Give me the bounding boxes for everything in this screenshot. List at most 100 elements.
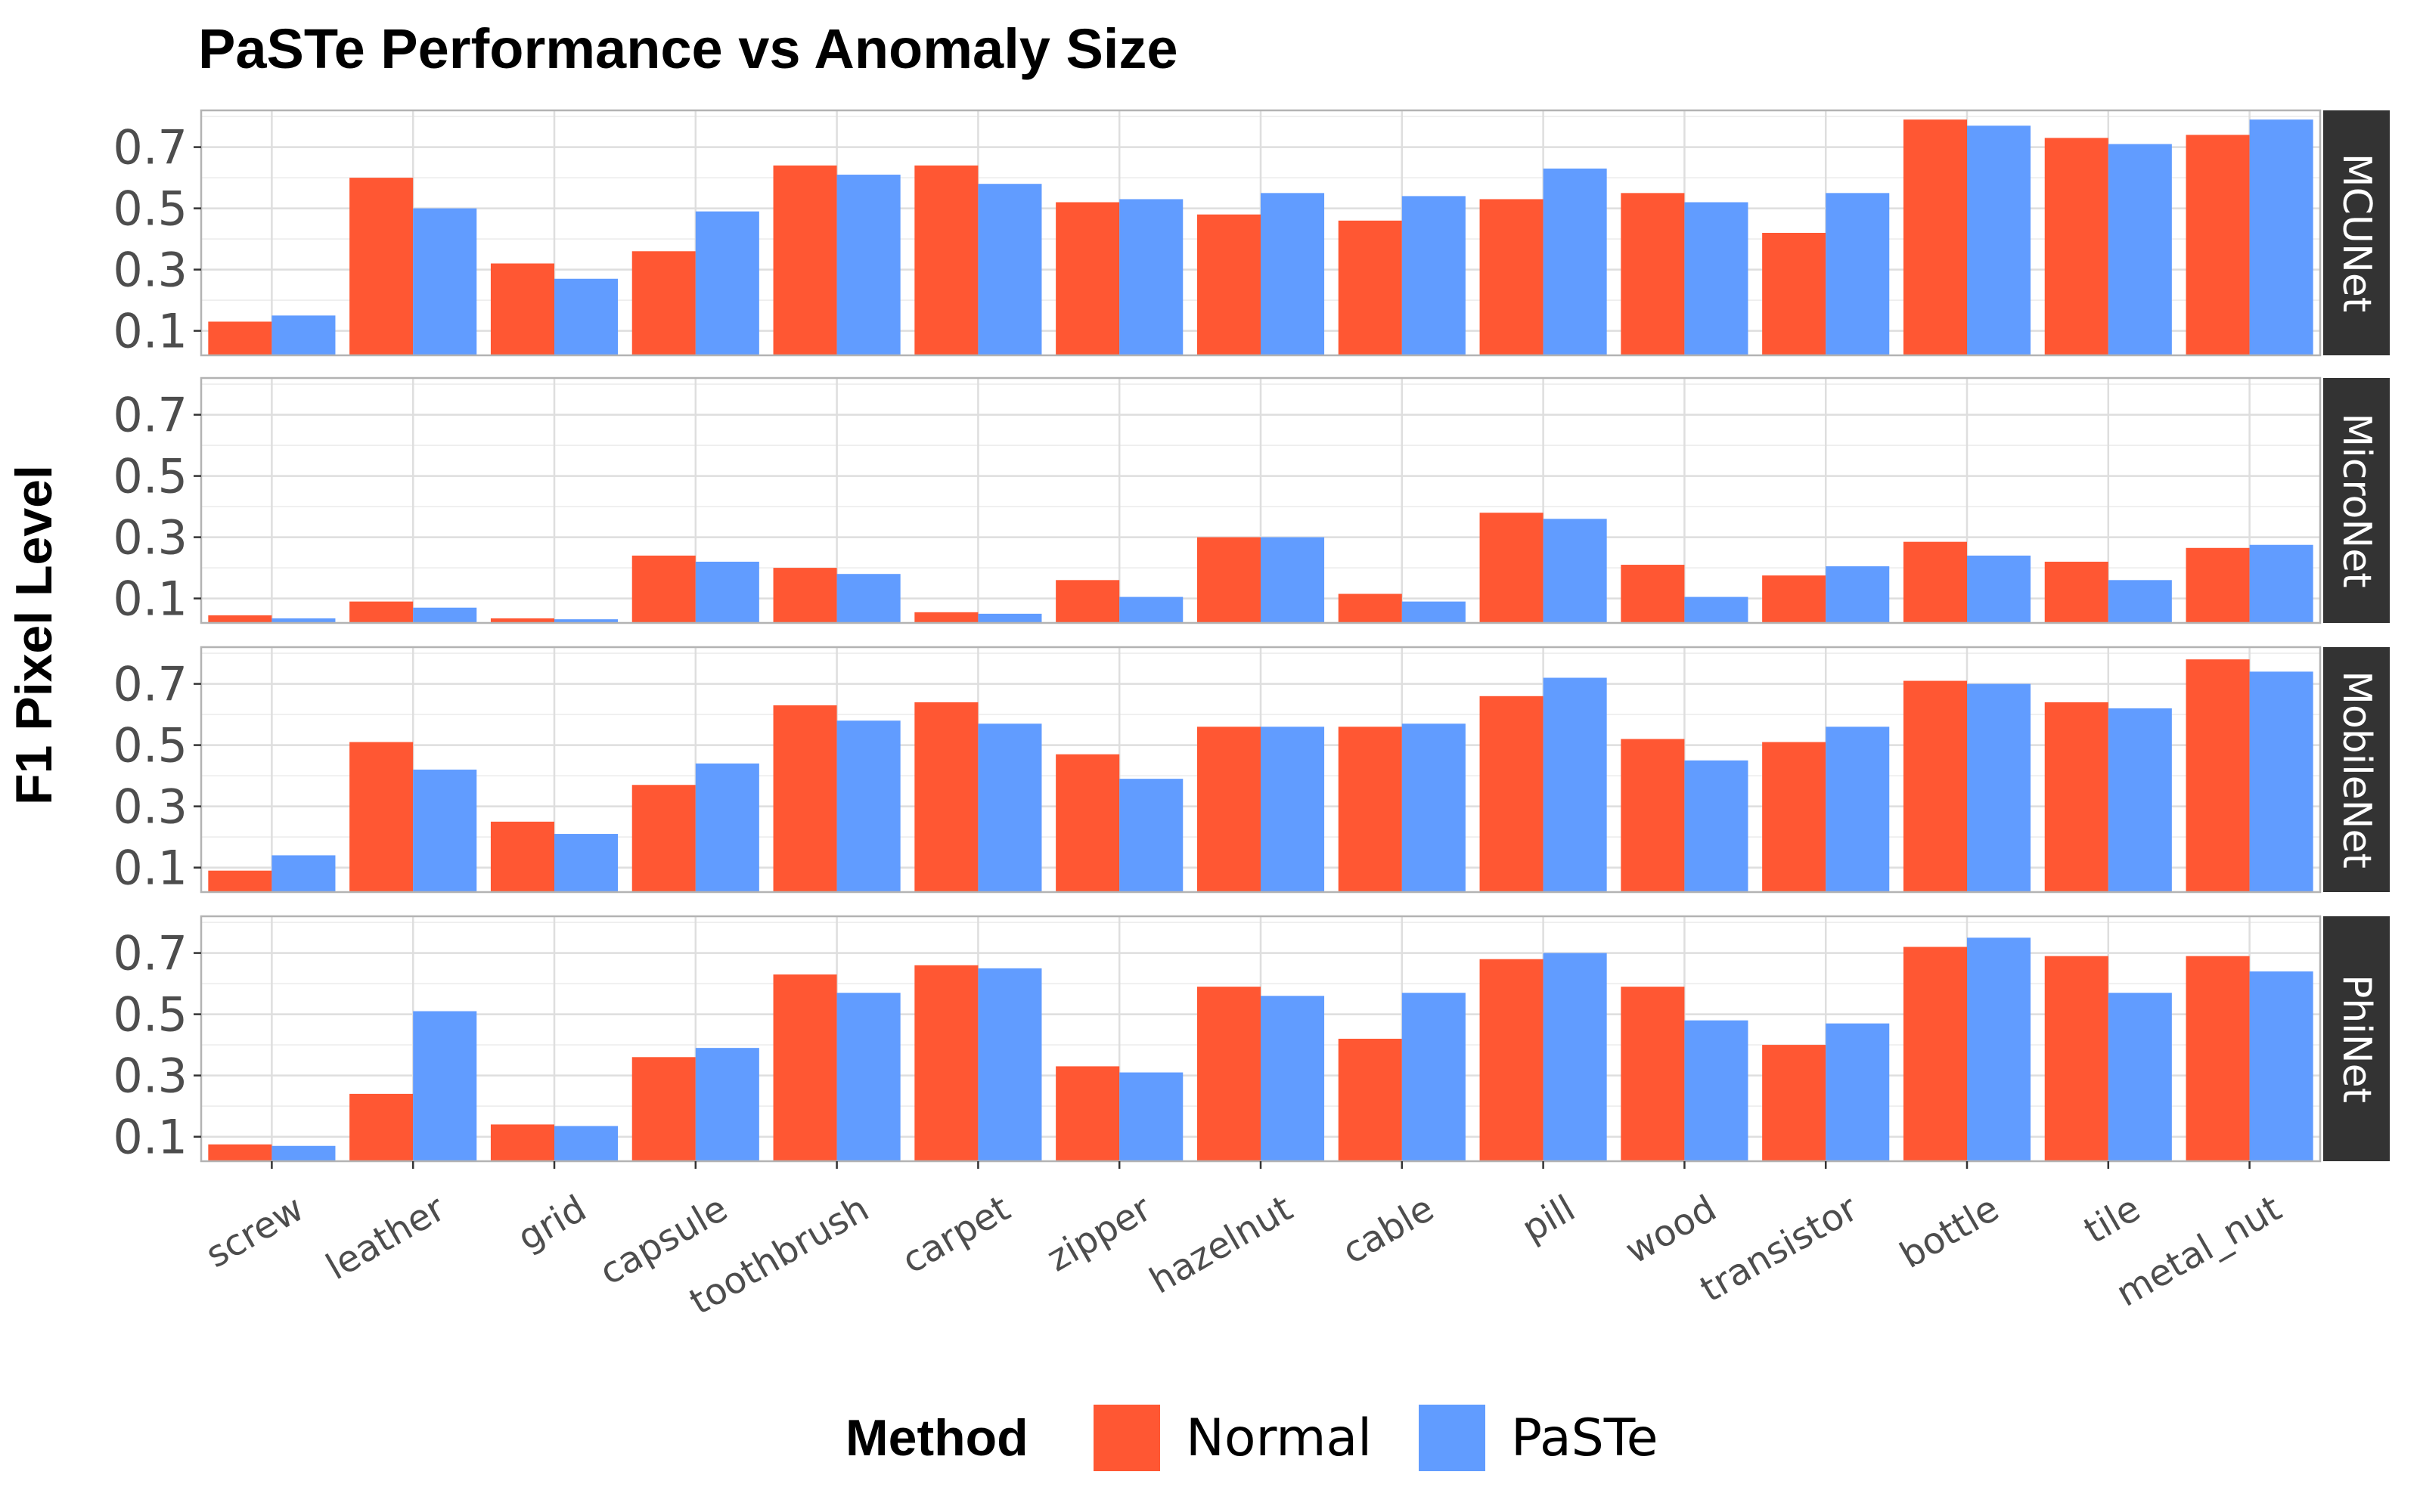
bar-mcunet-paste-hazelnut xyxy=(1261,193,1325,355)
bar-mcunet-normal-screw xyxy=(208,321,272,355)
panel-border xyxy=(200,109,2322,357)
bar-mcunet-normal-hazelnut xyxy=(1196,214,1261,355)
x-tick-label-grid: grid xyxy=(510,1187,593,1259)
bar-micronet-paste-leather xyxy=(413,607,477,623)
bar-mobilenet-normal-bottle xyxy=(1903,680,1967,892)
bar-mcunet-paste-toothbrush xyxy=(836,175,901,355)
bar-micronet-normal-leather xyxy=(349,601,414,623)
x-tick-label-leather: leather xyxy=(319,1187,452,1288)
bar-mcunet-paste-pill xyxy=(1543,168,1607,355)
x-tick-label-tile: tile xyxy=(2077,1187,2147,1252)
facet-label-mcunet: MCUNet xyxy=(2334,153,2379,313)
bar-phinet-paste-bottle xyxy=(1967,937,2031,1161)
bar-micronet-normal-bottle xyxy=(1903,541,1967,623)
bar-mobilenet-normal-tile xyxy=(2044,702,2108,892)
bar-mobilenet-normal-capsule xyxy=(631,785,696,892)
bar-micronet-paste-cable xyxy=(1401,601,1466,623)
bar-micronet-normal-cable xyxy=(1338,593,1402,623)
bar-micronet-normal-hazelnut xyxy=(1196,537,1261,623)
bar-phinet-normal-screw xyxy=(208,1144,272,1161)
bar-phinet-paste-zipper xyxy=(1119,1072,1184,1161)
x-tick-label-zipper: zipper xyxy=(1040,1187,1159,1280)
bar-micronet-normal-metal-nut xyxy=(2186,547,2250,623)
y-tick-label: 0.1 xyxy=(113,841,188,896)
y-tick-label: 0.7 xyxy=(113,120,188,175)
y-tick-label: 0.5 xyxy=(113,181,188,237)
bar-micronet-paste-carpet xyxy=(978,613,1042,623)
y-tick-label: 0.5 xyxy=(113,987,188,1043)
bar-phinet-paste-hazelnut xyxy=(1261,996,1325,1161)
facet-label-mobilenet: MobileNet xyxy=(2334,671,2379,869)
legend-key-paste xyxy=(1419,1405,1485,1471)
bar-mcunet-paste-metal-nut xyxy=(2249,119,2313,355)
bar-phinet-paste-wood xyxy=(1684,1020,1748,1161)
bar-mobilenet-paste-grid xyxy=(554,834,619,892)
bar-mobilenet-normal-wood xyxy=(1621,739,1685,892)
bar-micronet-paste-tile xyxy=(2108,580,2172,623)
chart-title: PaSTe Performance vs Anomaly Size xyxy=(198,17,1178,80)
bar-mcunet-paste-zipper xyxy=(1119,199,1184,355)
y-tick-label: 0.3 xyxy=(113,243,188,298)
bar-mobilenet-paste-metal-nut xyxy=(2249,671,2313,892)
y-tick-label: 0.5 xyxy=(113,449,188,504)
bar-micronet-normal-zipper xyxy=(1056,580,1120,623)
bar-phinet-normal-cable xyxy=(1338,1039,1402,1161)
bar-mcunet-normal-cable xyxy=(1338,220,1402,355)
bar-micronet-paste-capsule xyxy=(695,562,759,623)
legend-title: Method xyxy=(845,1409,1028,1467)
bar-micronet-paste-wood xyxy=(1684,596,1748,623)
legend: Method Normal PaSTe xyxy=(845,1405,1658,1471)
bar-mobilenet-normal-screw xyxy=(208,870,272,892)
panel-phinet: 0.1 0.3 0.5 0.7 PhiNet xyxy=(113,915,2390,1165)
bar-phinet-normal-pill xyxy=(1479,959,1544,1161)
bar-mcunet-paste-transistor xyxy=(1826,193,1890,355)
bar-micronet-paste-pill xyxy=(1543,519,1607,623)
bar-phinet-paste-grid xyxy=(554,1126,619,1161)
bar-mcunet-normal-leather xyxy=(349,178,414,355)
bar-phinet-paste-metal-nut xyxy=(2249,971,2313,1161)
x-tick-label-bottle: bottle xyxy=(1893,1187,2006,1277)
bar-phinet-paste-pill xyxy=(1543,953,1607,1161)
bar-micronet-normal-tile xyxy=(2044,562,2108,623)
facet-label-phinet: PhiNet xyxy=(2334,974,2379,1103)
bar-mobilenet-normal-toothbrush xyxy=(773,705,837,892)
bar-mobilenet-paste-toothbrush xyxy=(836,720,901,892)
bar-micronet-paste-toothbrush xyxy=(836,574,901,623)
panel-mobilenet: 0.1 0.3 0.5 0.7 MobileNet xyxy=(113,646,2390,896)
bar-mcunet-paste-bottle xyxy=(1967,125,2031,355)
bar-mcunet-normal-carpet xyxy=(914,165,979,355)
facet-label-micronet: MicroNet xyxy=(2334,413,2379,587)
bar-phinet-paste-carpet xyxy=(978,968,1042,1161)
bar-mcunet-normal-metal-nut xyxy=(2186,135,2250,355)
bar-mcunet-paste-carpet xyxy=(978,184,1042,355)
bar-mobilenet-normal-carpet xyxy=(914,702,979,892)
bar-phinet-normal-tile xyxy=(2044,956,2108,1161)
panel-border xyxy=(200,646,2322,894)
bar-mobilenet-normal-leather xyxy=(349,742,414,892)
bar-micronet-normal-transistor xyxy=(1762,575,1826,623)
panel-border xyxy=(200,376,2322,624)
y-tick-label: 0.1 xyxy=(113,572,188,627)
bar-mobilenet-paste-hazelnut xyxy=(1261,727,1325,892)
bar-micronet-normal-carpet xyxy=(914,612,979,623)
bar-micronet-normal-pill xyxy=(1479,513,1544,623)
y-tick-label: 0.5 xyxy=(113,718,188,773)
bar-mcunet-paste-tile xyxy=(2108,144,2172,356)
bar-mcunet-normal-wood xyxy=(1621,193,1685,355)
x-tick-label-carpet: carpet xyxy=(895,1187,1017,1282)
panel-micronet: 0.1 0.3 0.5 0.7 MicroNet xyxy=(113,376,2390,627)
bar-mobilenet-paste-screw xyxy=(271,855,336,892)
bar-mobilenet-normal-grid xyxy=(490,821,554,892)
bar-mobilenet-paste-pill xyxy=(1543,677,1607,892)
bar-mobilenet-normal-zipper xyxy=(1056,754,1120,892)
y-tick-label: 0.3 xyxy=(113,510,188,565)
legend-label-paste: PaSTe xyxy=(1511,1408,1658,1468)
bar-mcunet-normal-bottle xyxy=(1903,119,1967,355)
y-tick-label: 0.1 xyxy=(113,304,188,359)
panel-mcunet: 0.1 0.3 0.5 0.7 MCUNet xyxy=(113,109,2390,359)
bar-phinet-paste-leather xyxy=(413,1011,477,1161)
bar-mobilenet-paste-capsule xyxy=(695,763,759,892)
bar-micronet-normal-capsule xyxy=(631,555,696,623)
y-tick-label: 0.3 xyxy=(113,1049,188,1104)
